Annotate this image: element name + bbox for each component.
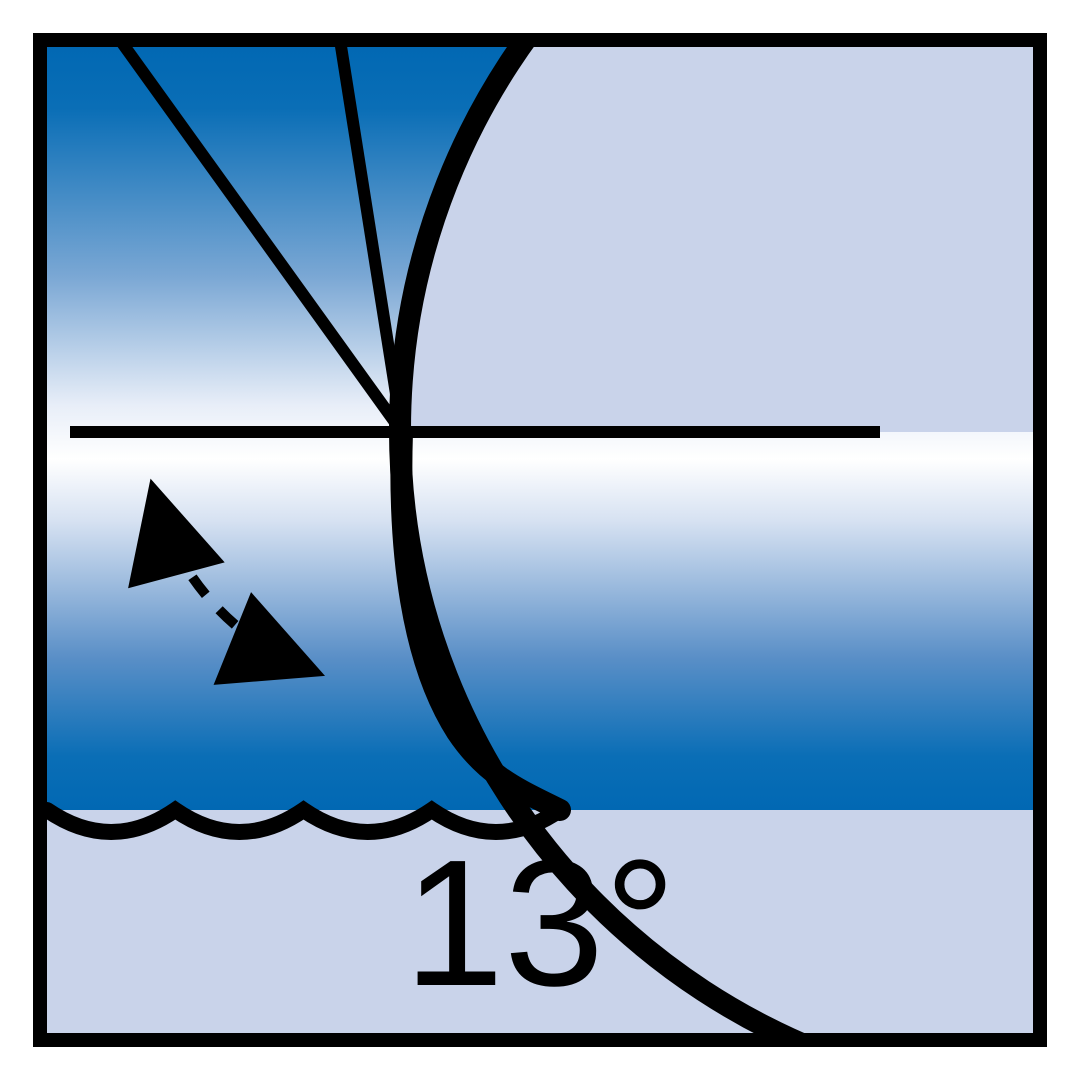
diagram-root: 13°: [0, 0, 1080, 1080]
diagram-svg: 13°: [0, 0, 1080, 1080]
angle-label: 13°: [404, 823, 676, 1024]
